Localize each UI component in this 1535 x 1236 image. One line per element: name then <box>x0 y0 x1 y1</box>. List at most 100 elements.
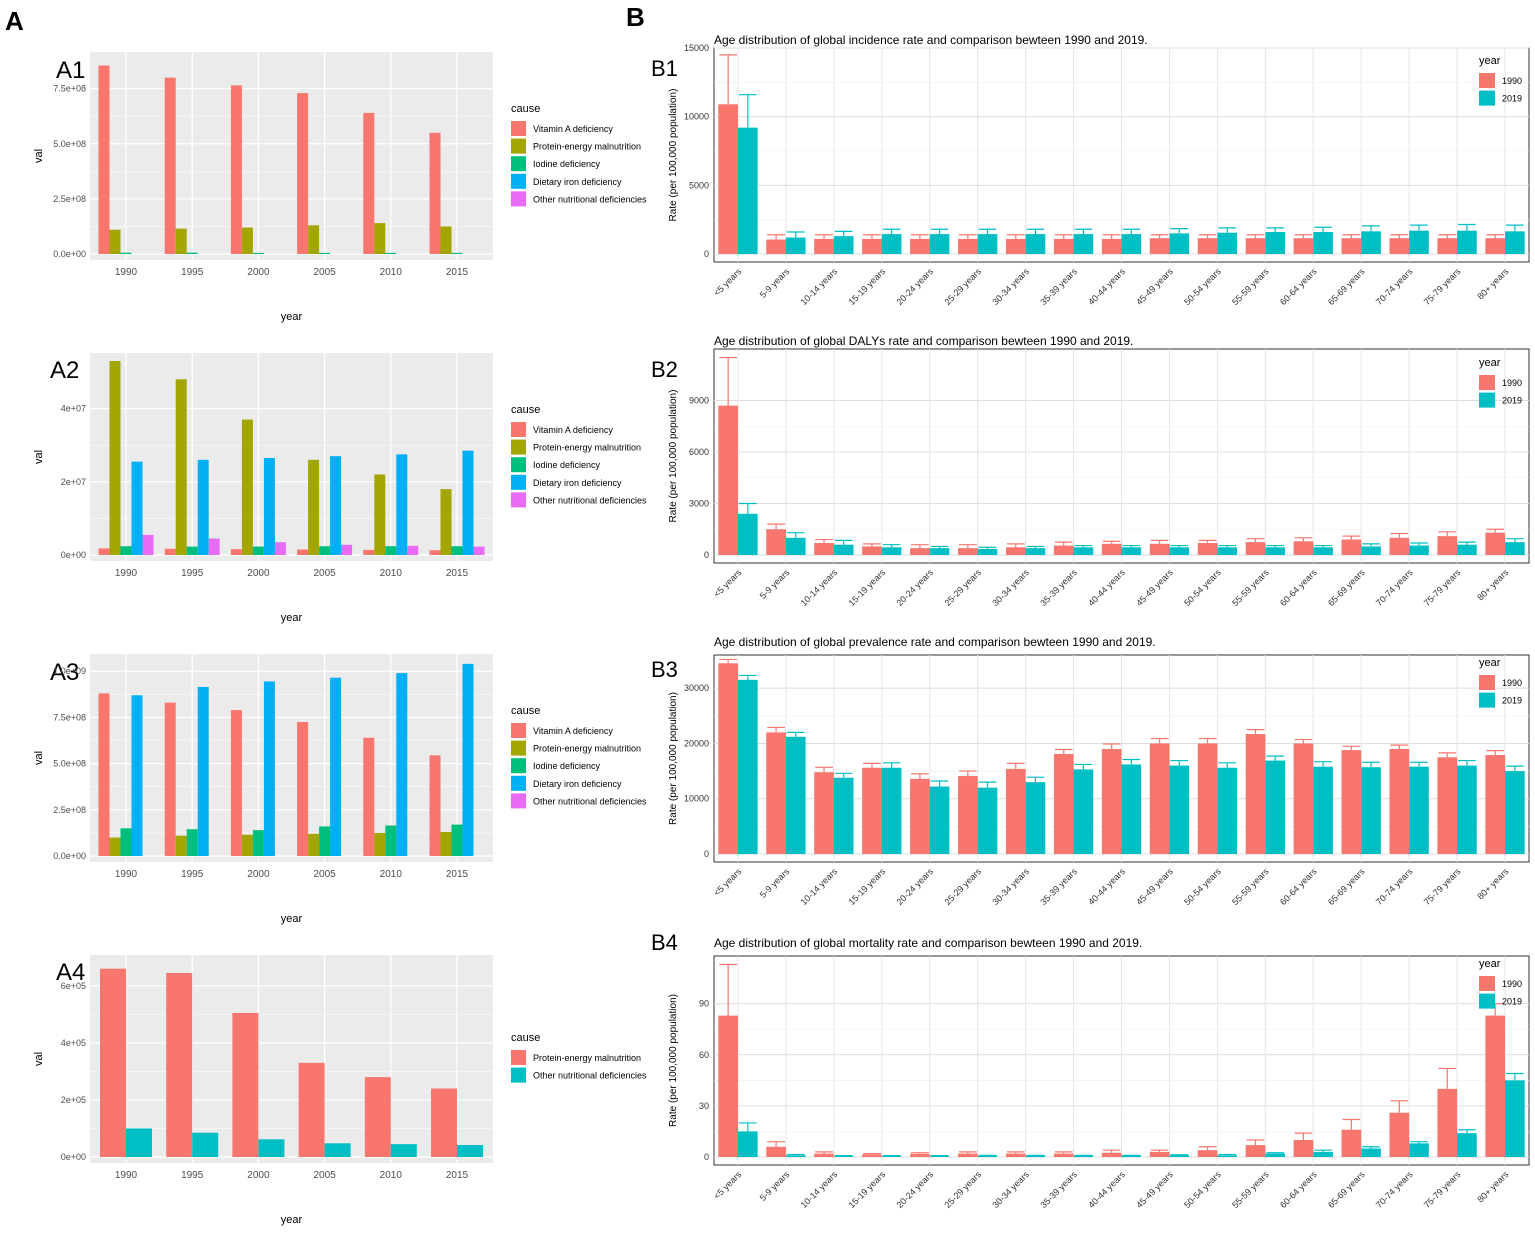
x-axis-title: year <box>281 1214 303 1226</box>
bar <box>374 474 386 555</box>
y-tick-label: 6e+05 <box>61 981 86 991</box>
bar <box>192 1132 219 1157</box>
y-tick-label: 1.0e+09 <box>53 666 86 676</box>
legend-label: Other nutritional deficiencies <box>533 1071 647 1081</box>
y-tick-label: 7.5e+08 <box>53 84 86 94</box>
x-tick-label: 2000 <box>247 267 270 278</box>
bar <box>1217 1155 1238 1157</box>
y-tick-label: 4e+05 <box>61 1038 86 1048</box>
bar <box>429 550 441 555</box>
x-tick-label: 75-79 years <box>1422 866 1463 907</box>
bar <box>1169 765 1190 854</box>
x-tick-label: 20-24 years <box>894 266 935 307</box>
bar <box>1149 238 1170 254</box>
bar <box>142 534 154 555</box>
legend-title: year <box>1479 657 1501 669</box>
legend-label: 1990 <box>1502 979 1522 989</box>
bar <box>1245 734 1266 854</box>
bar <box>718 104 738 254</box>
bar <box>1121 1155 1142 1157</box>
x-axis-title: year <box>281 913 303 925</box>
legend-swatch <box>1479 90 1495 106</box>
legend-swatch <box>1479 73 1495 88</box>
y-tick-label: 0.0e+00 <box>53 851 86 861</box>
bar <box>1101 238 1122 254</box>
bar <box>881 1156 902 1157</box>
bar <box>451 824 463 856</box>
bar <box>390 1144 417 1157</box>
x-axis-title: year <box>281 311 303 323</box>
bar <box>1293 541 1314 555</box>
chart-A4: A4 0e+00 2e+05 4e+05 6e+05 1990 1995 2000 2005 20… <box>33 955 647 1226</box>
chart-B1: B1 Age distribution of global incidence r… <box>651 33 1530 307</box>
bar <box>737 1131 758 1157</box>
bar <box>208 538 220 555</box>
bar <box>230 549 242 555</box>
x-tick-label: 15-19 years <box>847 266 888 307</box>
legend-swatch <box>1479 675 1495 690</box>
bar <box>319 546 331 555</box>
x-tick-label: 75-79 years <box>1422 266 1463 307</box>
bar <box>1437 1088 1458 1157</box>
y-axis-title: Rate (per 100,000 population) <box>668 390 679 523</box>
bar <box>297 93 309 255</box>
y-tick-label: 0e+00 <box>61 550 86 560</box>
legend-label: Dietary iron deficiency <box>533 177 622 187</box>
bar <box>1293 1139 1314 1157</box>
bar <box>131 695 143 856</box>
legend-title: cause <box>511 404 540 416</box>
x-tick-label: 65-69 years <box>1326 266 1367 307</box>
bar <box>429 755 441 856</box>
y-tick-label: 90 <box>699 999 709 1009</box>
bar <box>1101 543 1122 555</box>
legend-swatch <box>511 474 526 490</box>
bar <box>881 547 902 555</box>
legend-label: Vitamin A deficiency <box>533 124 613 134</box>
legend-label: 1990 <box>1502 378 1522 388</box>
x-tick-label: 65-69 years <box>1326 866 1367 907</box>
legend-swatch <box>1479 375 1495 390</box>
bar <box>862 767 882 854</box>
x-tick-label: <5 years <box>712 866 744 898</box>
bar <box>977 787 998 854</box>
x-tick-label: 70-74 years <box>1374 266 1415 307</box>
chart-B4: B4 Age distribution of global mortality r… <box>651 930 1530 1210</box>
x-tick-label: 2010 <box>380 1170 403 1181</box>
bar <box>977 234 998 254</box>
y-tick-label: 2.5e+08 <box>53 805 86 815</box>
x-tick-label: 20-24 years <box>894 866 935 907</box>
bar <box>1197 238 1218 254</box>
bar <box>1053 545 1074 555</box>
x-tick-label: 35-39 years <box>1038 866 1079 907</box>
bar <box>100 968 126 1157</box>
x-tick-label: 5-9 years <box>758 1169 792 1203</box>
bar <box>862 1154 882 1157</box>
bar <box>252 252 264 254</box>
bar <box>319 252 331 254</box>
bar <box>258 1139 285 1157</box>
y-axis-title: val <box>33 450 45 464</box>
plot-panel <box>90 654 493 862</box>
x-tick-label: 30-34 years <box>990 266 1031 307</box>
bar <box>1313 766 1333 854</box>
bar <box>364 1077 391 1157</box>
bar <box>814 542 834 555</box>
x-tick-label: 2005 <box>313 869 336 880</box>
bar <box>109 837 121 856</box>
legend-label: Iodine deficiency <box>533 159 601 169</box>
bar <box>766 529 786 555</box>
y-axis-title: Rate (per 100,000 population) <box>668 692 679 825</box>
x-tick-label: 55-59 years <box>1230 266 1271 307</box>
bar <box>374 832 386 856</box>
chart-B2: B2 Age distribution of global DALYs rate … <box>651 334 1530 608</box>
bar <box>1361 767 1381 854</box>
y-tick-label: 5.0e+08 <box>53 139 86 149</box>
bar <box>929 786 950 854</box>
x-tick-label: 10-14 years <box>799 866 840 907</box>
bar <box>1073 769 1094 854</box>
bar <box>785 736 806 854</box>
legend: cause Vitamin A deficiency Protein-energy … <box>511 103 647 207</box>
x-tick-label: 35-39 years <box>1038 1169 1079 1210</box>
x-tick-label: 30-34 years <box>990 567 1031 608</box>
